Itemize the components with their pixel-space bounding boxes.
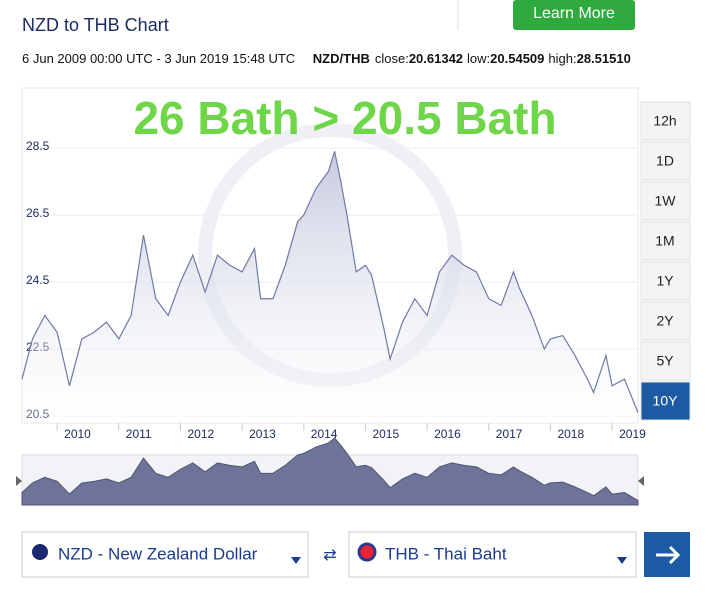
period-label[interactable]: 2Y [656,313,674,329]
to-label[interactable]: THB - Thai Baht [385,544,507,563]
annotation: 26 Bath > 20.5 Bath [133,92,556,144]
y-tick-label: 26.5 [26,206,50,220]
stat-label: high: [548,51,576,66]
period-button[interactable] [640,221,691,261]
learn-more-label[interactable]: Learn More [533,5,615,22]
period-label[interactable]: 5Y [656,353,674,369]
stat-value: 20.61342 [409,51,463,66]
nav-handle[interactable] [16,476,22,486]
period-button[interactable] [640,381,691,421]
period-button[interactable] [640,301,691,341]
period-label[interactable]: 12h [653,113,676,129]
x-tick-label: 2012 [187,427,214,441]
pair: NZD/THB [313,51,370,66]
x-tick-label: 2014 [311,427,338,441]
stat-label: low: [467,51,490,66]
dropdown-arrow [291,557,301,564]
x-tick-label: 2011 [126,427,152,441]
period-button[interactable] [640,101,691,141]
x-tick-label: 2016 [434,427,461,441]
line [21,151,639,413]
x-tick-label: 2017 [496,427,523,441]
x-tick-label: 2013 [249,427,276,441]
y-tick-label: 24.5 [26,273,50,287]
x-tick-label: 2018 [557,427,584,441]
learn-more-button[interactable] [513,0,635,30]
swap-icon[interactable]: ⇄ [323,547,336,564]
stats-line: 6 Jun 2009 00:00 UTC - 3 Jun 2019 15:48 … [22,51,631,66]
period-button[interactable] [640,141,691,181]
th-flag [357,542,377,562]
title: NZD to THB Chart [22,15,169,35]
stat-value: 20.54509 [490,51,544,66]
stat-label: close: [375,51,409,66]
period-button[interactable] [640,261,691,301]
period-button[interactable] [640,181,691,221]
period-button[interactable] [640,341,691,381]
nav-handle[interactable] [638,476,644,486]
dropdown-arrow [617,557,627,564]
x-tick-label: 2015 [372,427,399,441]
period-label[interactable]: 10Y [653,393,679,409]
area-fill [22,151,638,423]
period-label[interactable]: 1D [656,153,674,169]
to-select[interactable] [348,531,637,578]
navigator-area [21,437,639,506]
period-label[interactable]: 1W [655,193,677,209]
stat-value: 28.51510 [577,51,631,66]
x-tick-label: 2019 [619,427,646,441]
y-tick-label: 28.5 [26,139,50,153]
x-tick-label: 2010 [64,427,91,441]
arrow-icon [656,545,681,565]
period-label[interactable]: 1M [655,233,674,249]
range: 6 Jun 2009 00:00 UTC - 3 Jun 2019 15:48 … [22,51,295,66]
from-label[interactable]: NZD - New Zealand Dollar [58,544,258,563]
period-label[interactable]: 1Y [656,273,674,289]
nz-flag [32,544,48,560]
from-select[interactable] [21,531,309,578]
